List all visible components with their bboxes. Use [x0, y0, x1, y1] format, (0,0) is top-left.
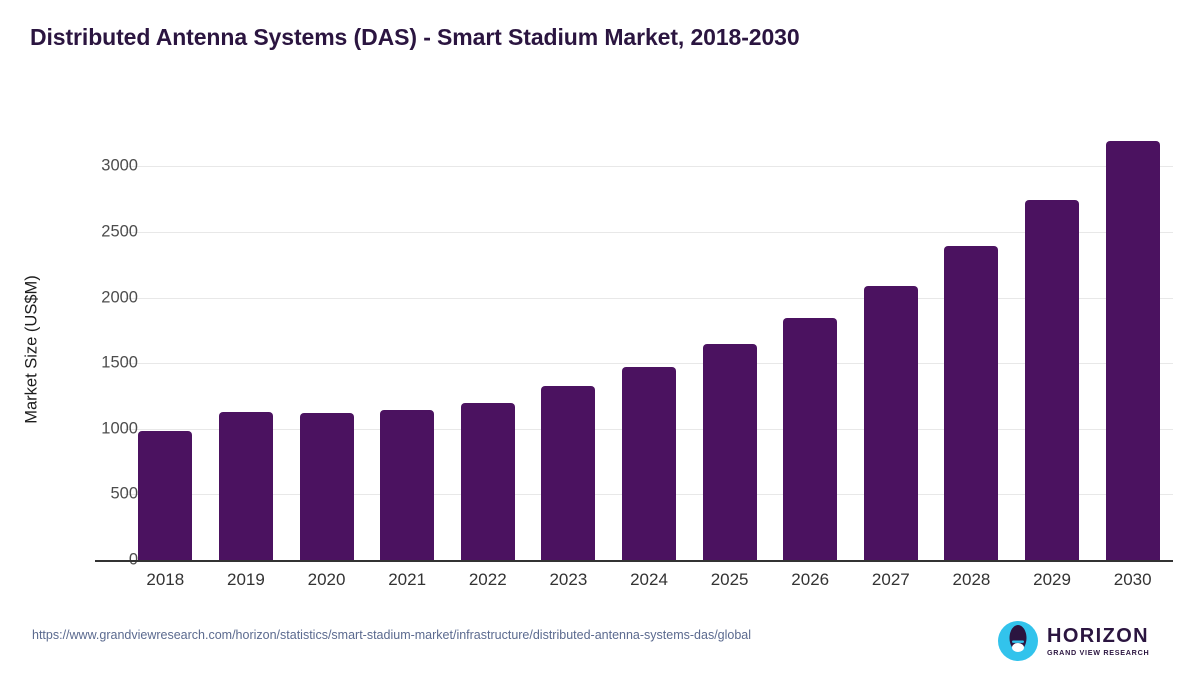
y-axis-tick-label: 2000 [101, 288, 138, 306]
y-axis-tick-label: 0 [58, 551, 138, 570]
x-axis-tick-label: 2022 [468, 570, 507, 589]
x-axis-tick-label: 2023 [549, 570, 588, 589]
bar-slot[interactable] [689, 100, 770, 560]
x-axis-tick-label: 2030 [1113, 570, 1152, 589]
horizon-logo-word: HORIZON [1047, 624, 1150, 647]
y-axis-title: Market Size (US$M) [22, 275, 41, 424]
bar-2024[interactable] [621, 367, 676, 560]
y-axis-tick-label: 1000 [101, 419, 138, 438]
bar-slot[interactable] [528, 100, 609, 560]
bar-slot[interactable] [206, 100, 287, 560]
x-axis-tick-label: 2018 [146, 570, 185, 589]
y-axis-tick-label: 500 [110, 484, 138, 503]
horizon-logo-icon [997, 620, 1039, 662]
source-url[interactable]: https://www.grandviewresearch.com/horizo… [32, 628, 752, 642]
x-axis-tick-label: 2028 [952, 570, 991, 589]
bar-slot[interactable] [770, 100, 851, 560]
horizon-logo-text: HORIZON GRAND VIEW RESEARCH [1047, 626, 1149, 656]
bar-2030[interactable] [1105, 140, 1160, 560]
horizon-logo-subtitle: GRAND VIEW RESEARCH [1047, 647, 1150, 657]
x-axis-line [95, 560, 1173, 562]
bar-slot[interactable] [125, 100, 206, 560]
gridline [125, 166, 1173, 168]
x-axis-tick-label: 2027 [871, 570, 910, 589]
y-axis-tick-label: 1500 [101, 353, 138, 372]
bar-2023[interactable] [541, 386, 596, 560]
x-axis-tick-label: 2019 [227, 570, 265, 589]
bar-slot[interactable] [850, 100, 931, 560]
page-title: Distributed Antenna Systems (DAS) - Smar… [30, 24, 800, 50]
bar-slot[interactable] [447, 100, 528, 560]
gridline [125, 297, 1173, 299]
x-axis-tick-label: 2020 [307, 570, 346, 589]
horizon-logo: HORIZON GRAND VIEW RESEARCH [997, 618, 1172, 664]
bar-2020[interactable] [299, 413, 354, 560]
bar-2022[interactable] [460, 402, 515, 560]
x-axis-tick-label: 2029 [1033, 570, 1071, 589]
y-axis-tick-label: 2500 [101, 222, 138, 241]
bar-series [125, 100, 1173, 560]
plot-area: Market Size (US$M) 0 500 1000 1500 2000 2500 3… [0, 100, 1200, 600]
gridline [125, 363, 1173, 365]
bar-2019[interactable] [218, 412, 273, 560]
bar-2025[interactable] [702, 344, 757, 560]
bar-2028[interactable] [944, 246, 999, 560]
bar-slot[interactable] [286, 100, 367, 560]
y-axis-tick-label: 3000 [101, 156, 138, 175]
x-axis-tick-label: 2021 [388, 570, 427, 589]
bar-slot[interactable] [1012, 100, 1093, 560]
bar-2026[interactable] [783, 317, 838, 560]
bar-slot[interactable] [609, 100, 690, 560]
bar-2021[interactable] [380, 409, 435, 560]
bar-2029[interactable] [1025, 199, 1079, 560]
x-axis-tick-label: 2024 [630, 570, 668, 589]
bar-2018[interactable] [138, 431, 193, 560]
gridline [125, 231, 1173, 233]
x-axis-tick-label: 2025 [710, 570, 749, 589]
bar-slot[interactable] [931, 100, 1012, 560]
bar-slot[interactable] [1092, 100, 1173, 560]
x-axis-tick-label: 2026 [791, 570, 830, 589]
bar-slot[interactable] [367, 100, 448, 560]
bars-container: 2018 2019 2020 2021 2022 2023 2024 2025 2026 2027… [125, 100, 1173, 589]
bar-2027[interactable] [863, 286, 918, 560]
